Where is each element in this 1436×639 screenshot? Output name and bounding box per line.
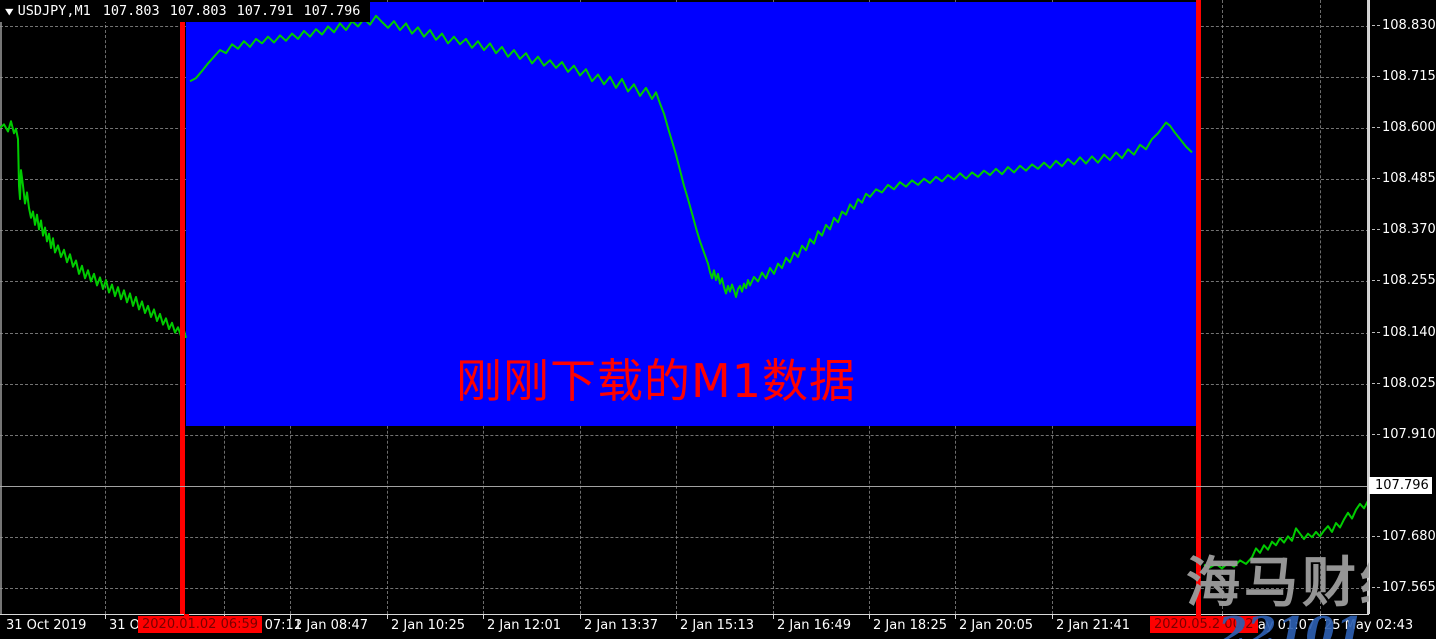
plot-right-border (1367, 0, 1369, 614)
price-tick-label: 107.680 (1372, 529, 1436, 544)
time-scale-axis-line (0, 614, 1369, 615)
tick-dash-icon (1372, 331, 1380, 333)
price-scale-axis-line (1369, 0, 1370, 614)
gridline-horizontal (0, 537, 1369, 539)
current-price-line (0, 485, 1369, 487)
time-tick-label: 2 Jan 13:37 (584, 618, 659, 633)
time-tick-label: 25 May 02:43 (1324, 618, 1414, 633)
quote-close: 107.796 (303, 3, 361, 19)
time-tickmark (580, 614, 581, 619)
time-tickmark (1320, 614, 1321, 619)
tick-dash-icon (1372, 229, 1380, 231)
gridline-vertical (1320, 0, 1321, 614)
time-tickmark (676, 614, 677, 619)
time-tickmark (773, 614, 774, 619)
time-tickmark (105, 614, 106, 619)
tick-dash-icon (1372, 24, 1380, 26)
gridline-horizontal (0, 434, 1369, 436)
time-tick-label: 2 Jan 20:05 (959, 618, 1034, 633)
price-line-segment (189, 14, 1193, 298)
price-line-segment (1203, 499, 1369, 570)
current-price-badge: 107.796 (1369, 476, 1432, 494)
time-tick-label: 2 Jan 16:49 (777, 618, 852, 633)
price-tick-label: 108.600 (1372, 120, 1436, 135)
time-tickmark (483, 614, 484, 619)
selection-start-tickmark (184, 614, 189, 618)
price-tick-label: 108.370 (1372, 222, 1436, 237)
tick-dash-icon (1372, 536, 1380, 538)
price-tick-label: 108.830 (1372, 18, 1436, 33)
time-tick-label: 31 Oct 2019 (6, 618, 87, 633)
price-tick-label: 108.255 (1372, 273, 1436, 288)
watermark-overlay-text: 22101 (1218, 608, 1365, 639)
gridline-vertical (1222, 0, 1223, 614)
tick-dash-icon (1372, 280, 1380, 282)
chart-annotation-label: 刚刚下载的M1数据 (456, 354, 856, 408)
time-tick-label: 2 Jan 15:13 (680, 618, 755, 633)
selection-end-marker[interactable] (1196, 0, 1201, 614)
selection-highlight-box[interactable] (186, 1, 1196, 426)
selection-start-time-badge: 2020.01.02 06:59 (138, 616, 263, 633)
tick-dash-icon (1372, 178, 1380, 180)
time-tickmark (1052, 614, 1053, 619)
price-tick-label: 107.565 (1372, 580, 1436, 595)
quote-open: 107.803 (102, 3, 160, 19)
tick-dash-icon (1372, 433, 1380, 435)
tick-dash-icon (1372, 587, 1380, 589)
price-line-segment (0, 120, 187, 339)
time-tick-label: 2 Jan 10:25 (391, 618, 466, 633)
price-scale[interactable]: 108.830 108.715 108.600 108.485 108.370 108.2… (1369, 0, 1436, 614)
time-tick-label: 2 Jan 18:25 (873, 618, 948, 633)
price-tick-label: 108.485 (1372, 171, 1436, 186)
time-tickmark (955, 614, 956, 619)
time-tickmark (290, 614, 291, 619)
price-tick-label: 108.715 (1372, 69, 1436, 84)
price-line-series (0, 14, 1369, 570)
symbol-timeframe-label: USDJPY,M1 (17, 3, 91, 19)
time-tick-label: 2 Jan 08:47 (294, 618, 369, 633)
time-tickmark (869, 614, 870, 619)
brand-watermark: 海马财经 (1186, 551, 1369, 614)
chevron-down-icon[interactable]: ▼ (5, 5, 14, 18)
chart-plot-area[interactable]: 海马财经 刚刚下载的M1数据 (0, 0, 1369, 614)
selection-start-marker[interactable] (180, 0, 185, 614)
time-tickmark (387, 614, 388, 619)
chart-header-bar: ▼ USDJPY,M1 107.803 107.803 107.791 107.796 (0, 0, 371, 22)
price-tick-label: 107.910 (1372, 427, 1436, 442)
selection-end-time-badge: 2020.05.2 00:2 (1150, 616, 1258, 633)
tick-dash-icon (1372, 75, 1380, 77)
time-tick-label: 2 Jan 21:41 (1056, 618, 1131, 633)
gridline-vertical (105, 0, 106, 614)
price-tick-label: 108.140 (1372, 325, 1436, 340)
quote-low: 107.791 (236, 3, 294, 19)
plot-left-border (0, 0, 2, 614)
quote-high: 107.803 (169, 3, 227, 19)
gridline-horizontal (0, 588, 1369, 590)
tick-dash-icon (1372, 126, 1380, 128)
tick-dash-icon (1372, 382, 1380, 384)
price-tick-label: 108.025 (1372, 376, 1436, 391)
time-tick-label: 2 Jan 12:01 (487, 618, 562, 633)
selection-end-tickmark (1196, 614, 1201, 618)
